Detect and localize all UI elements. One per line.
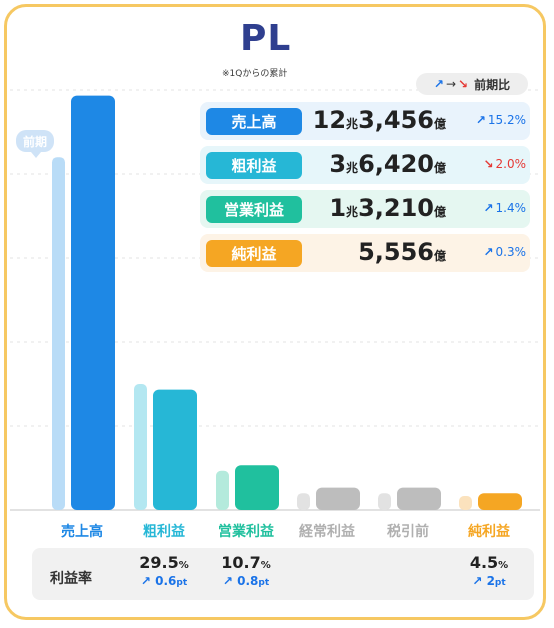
previous-bar xyxy=(52,157,65,510)
kpi-row: 営業利益 1兆3,210億 ↗ 1.4% xyxy=(200,190,530,228)
current-bar xyxy=(153,389,197,510)
category-label: 売上高 xyxy=(61,524,103,540)
up-arrow-icon: ↗ xyxy=(140,574,156,588)
kpi-row: 粗利益 3兆6,420億 ↘ 2.0% xyxy=(200,146,530,184)
ratio-item: 29.5% ↗ 0.6pt xyxy=(124,553,204,588)
category-label: 税引前 xyxy=(387,524,429,540)
up-arrow-icon: ↗ xyxy=(222,574,238,588)
ratio-value: 4.5% xyxy=(469,553,509,572)
ratio-change: ↗ 0.8pt xyxy=(222,574,270,588)
ratio-change: ↗ 0.6pt xyxy=(140,574,188,588)
previous-bar xyxy=(459,496,472,510)
kpi-amount: 1兆3,210億 xyxy=(329,194,446,222)
previous-bar xyxy=(378,493,391,510)
category-label: 営業利益 xyxy=(218,524,274,540)
kpi-change: ↗ 15.2% xyxy=(475,113,526,127)
category-label: 粗利益 xyxy=(143,524,185,540)
down-arrow-icon: ↘ xyxy=(458,77,469,91)
down-arrow-icon: ↘ xyxy=(483,157,494,171)
previous-bar xyxy=(134,384,147,510)
bars xyxy=(52,95,522,510)
chart-title: PL xyxy=(240,18,292,59)
change-legend-label: 前期比 xyxy=(474,77,511,92)
ratio-change: ↗ 2pt xyxy=(472,574,506,588)
kpi-badge: 営業利益 xyxy=(206,196,302,223)
cumulative-note: ※1Qからの累計 xyxy=(222,69,288,79)
kpi-row: 売上高 12兆3,456億 ↗ 15.2% xyxy=(200,102,530,140)
ratio-panel xyxy=(32,548,534,600)
kpi-badge: 売上高 xyxy=(206,108,302,135)
current-bar xyxy=(478,493,522,510)
ratio-value: 29.5% xyxy=(139,553,189,572)
current-bar xyxy=(71,95,115,510)
kpi-change: ↗ 0.3% xyxy=(483,245,526,259)
up-arrow-icon: ↗ xyxy=(472,574,487,588)
current-bar xyxy=(316,487,360,510)
up-arrow-icon: ↗ xyxy=(433,77,444,91)
up-arrow-icon: ↗ xyxy=(483,201,494,215)
kpi-row: 純利益 5,556億 ↗ 0.3% xyxy=(200,234,530,272)
kpi-amount: 3兆6,420億 xyxy=(329,150,446,178)
kpi-change: ↘ 2.0% xyxy=(483,157,526,171)
kpi-badge: 粗利益 xyxy=(206,152,302,179)
change-legend: ↗ → ↘ 前期比 xyxy=(416,73,528,95)
current-bar xyxy=(397,487,441,510)
previous-bar xyxy=(216,470,229,510)
category-label: 純利益 xyxy=(468,524,510,540)
current-bar xyxy=(235,465,279,510)
ratio-value: 10.7% xyxy=(221,553,271,572)
previous-period-tag: 前期 xyxy=(16,130,54,158)
up-arrow-icon: ↗ xyxy=(475,113,486,127)
ratio-item: 10.7% ↗ 0.8pt xyxy=(206,553,286,588)
previous-bar xyxy=(297,493,310,510)
kpi-badge: 純利益 xyxy=(206,240,302,267)
up-arrow-icon: ↗ xyxy=(483,245,494,259)
category-label: 経常利益 xyxy=(299,524,355,540)
right-arrow-icon: → xyxy=(445,77,457,91)
ratio-item: 4.5% ↗ 2pt xyxy=(449,553,529,588)
ratio-label: 利益率 xyxy=(50,571,92,587)
kpi-amount: 5,556億 xyxy=(358,238,446,266)
kpi-change: ↗ 1.4% xyxy=(483,201,526,215)
kpi-amount: 12兆3,456億 xyxy=(312,106,446,134)
